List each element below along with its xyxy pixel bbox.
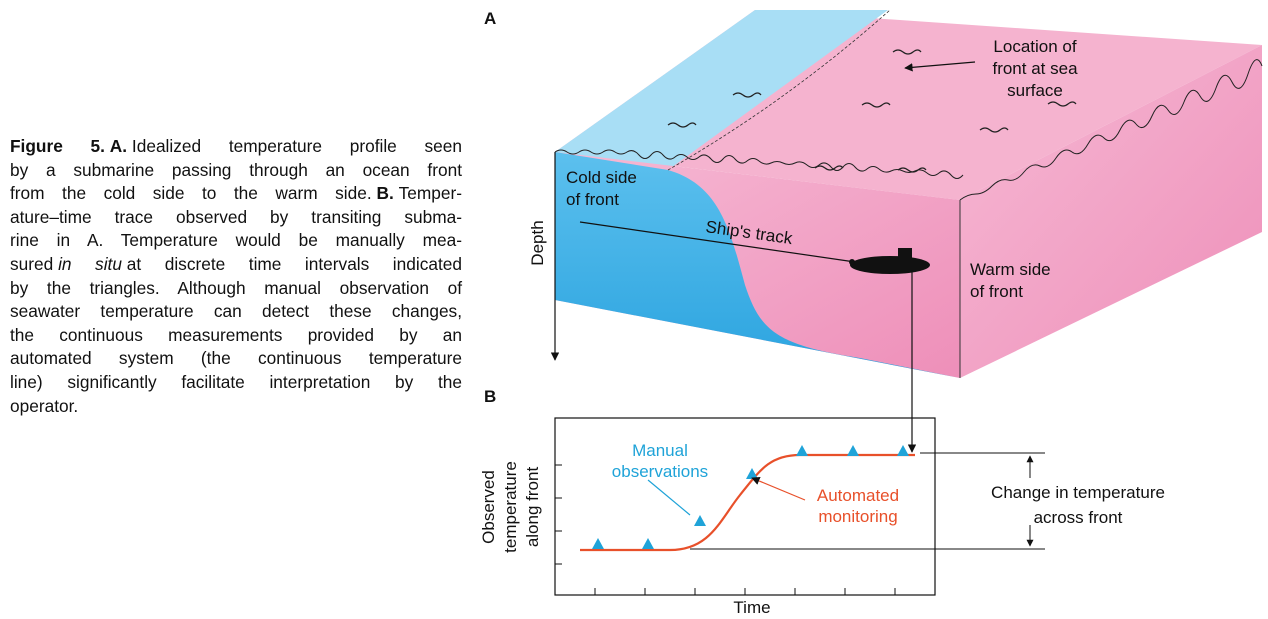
caption-line: automated system (the continuous tempera…	[10, 347, 462, 371]
panel-label: A	[484, 9, 496, 28]
change-label: across front	[1034, 508, 1123, 527]
warm-label: of front	[970, 282, 1023, 301]
caption-run: from the cold side to the warm side.	[10, 183, 372, 204]
front-label: front at sea	[992, 59, 1078, 78]
surface-waves	[554, 149, 964, 179]
panel-label: B	[484, 387, 496, 406]
ticks	[555, 464, 896, 595]
y-axis-label: along front	[523, 467, 542, 548]
right-waves	[959, 59, 1263, 201]
caption-line: line) significantly facilitate interpret…	[10, 371, 462, 395]
change-label: Change in temperature	[991, 483, 1165, 502]
caption-line: operator.	[10, 395, 462, 419]
manual-pointer	[647, 479, 691, 516]
caption-run: the continuous measurements provided by …	[10, 324, 462, 345]
ship-track-line	[579, 221, 856, 263]
caption-run: in situ	[58, 253, 122, 274]
block-diagram: A Location of front at sea surface Cold …	[484, 9, 1263, 453]
caption-run: A.	[109, 136, 128, 156]
manual-triangles	[592, 445, 909, 549]
warm-label: Warm side	[970, 260, 1051, 279]
right-face	[960, 45, 1262, 378]
depth-label: Depth	[528, 220, 547, 265]
caption-run: Figure 5.	[10, 136, 105, 156]
manual-label: observations	[612, 462, 708, 481]
caption-run: rine in A. Temperature would be manually…	[10, 230, 462, 251]
caption-line: by the triangles. Although manual observ…	[10, 277, 462, 301]
caption-run: sured	[10, 253, 54, 274]
automated-label: monitoring	[818, 507, 897, 526]
automated-label: Automated	[817, 486, 899, 505]
x-axis-label: Time	[733, 598, 770, 617]
y-axis-label: Observed	[479, 470, 498, 544]
caption-line: the continuous measurements provided by …	[10, 324, 462, 348]
caption-run: B.	[376, 183, 394, 204]
caption-run: by a submarine passing through an ocean …	[10, 159, 462, 180]
figure-caption: Figure 5. A. Idealized temperature profile…	[10, 135, 462, 418]
caption-line: Figure 5. A. Idealized temperature profile…	[10, 135, 462, 159]
caption-run: Temper-	[398, 183, 462, 204]
cold-label: Cold side	[566, 168, 637, 187]
caption-run: operator.	[10, 395, 79, 416]
caption-line: rine in A. Temperature would be manually…	[10, 229, 462, 253]
caption-line: sured in situ at discrete time intervals i…	[10, 253, 462, 277]
caption-run: ature–time trace observed by transiting …	[10, 206, 462, 227]
caption-line: from the cold side to the warm side. B. Te…	[10, 182, 462, 206]
caption-line: ature–time trace observed by transiting …	[10, 206, 462, 230]
y-axis-label: temperature	[501, 461, 520, 553]
caption-run: seawater temperature can detect these ch…	[10, 301, 462, 322]
cold-label: of front	[566, 190, 619, 209]
manual-label: Manual	[632, 441, 688, 460]
submarine	[849, 248, 930, 274]
cold-surface	[555, 10, 888, 170]
front-arrow	[904, 61, 976, 72]
front-label: Location of	[993, 37, 1076, 56]
caption-run: automated system (the continuous tempera…	[10, 348, 462, 369]
caption-run: line) significantly facilitate interpret…	[10, 371, 462, 392]
caption-run: at discrete time intervals indicated	[126, 253, 462, 274]
cold-water	[555, 152, 960, 378]
caption-line: seawater temperature can detect these ch…	[10, 300, 462, 324]
trace-chart: B Manual observations Automated monitori…	[479, 387, 1165, 617]
auto-pointer	[751, 477, 806, 501]
caption-line: by a submarine passing through an ocean …	[10, 159, 462, 183]
wave-marks	[667, 49, 1077, 173]
front-label: surface	[1007, 81, 1063, 100]
automated-trace	[580, 453, 915, 552]
caption-run: Idealized temperature profile seen	[131, 136, 462, 156]
caption-run: by the triangles. Although manual observ…	[10, 277, 462, 298]
